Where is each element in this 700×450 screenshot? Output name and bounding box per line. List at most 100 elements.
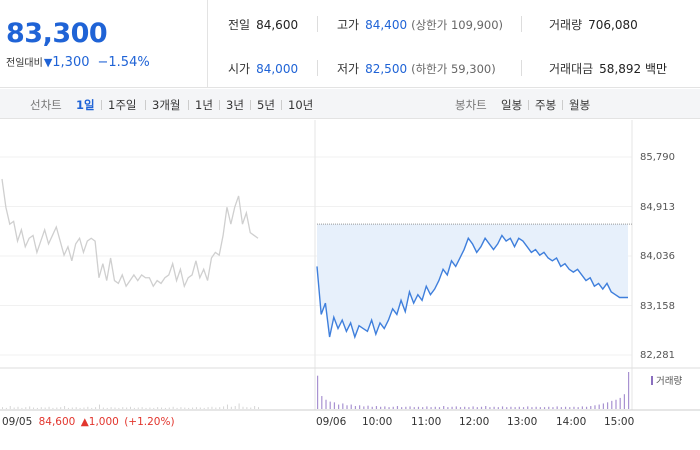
volume-bar	[619, 397, 621, 409]
volume-bar	[157, 407, 159, 409]
volume-bar	[226, 404, 228, 409]
period-1w[interactable]: 1주일	[108, 98, 137, 112]
trade-value-label: 거래대금	[549, 62, 594, 76]
volume-bar	[40, 407, 42, 409]
volume-bar	[44, 407, 46, 409]
prev-day-info: 09/05 84,600 ▲1,000 (+1.20%)	[2, 416, 175, 428]
quote-header: 83,300 전일대비▼1,300 −1.54% 전일 84,600 고가 84,40…	[0, 0, 700, 88]
volume-bar	[623, 394, 625, 409]
volume-bar	[354, 406, 357, 409]
period-3y[interactable]: 3년	[226, 98, 244, 112]
volume-bar	[254, 406, 256, 409]
lower-limit: (하한가 59,300)	[411, 62, 496, 76]
volume-bar	[388, 407, 390, 409]
volume-bar	[195, 407, 197, 409]
volume-bar	[114, 407, 116, 409]
volume-bar	[91, 407, 93, 409]
volume-bar	[564, 406, 567, 409]
x-tick-label: 15:00	[604, 416, 635, 428]
volume-bar	[246, 407, 248, 409]
y-tick-label: 83,158	[640, 301, 675, 312]
x-tick-label: 12:00	[459, 416, 490, 428]
prev-close-value: 84,600	[256, 18, 299, 32]
volume-bar	[137, 407, 139, 409]
volume-bar	[9, 406, 11, 409]
y-tick-label: 82,281	[640, 350, 675, 361]
candle-daily[interactable]: 일봉	[501, 98, 523, 112]
change-row: 전일대비▼1,300 −1.54%	[6, 54, 150, 70]
volume-bar	[590, 406, 592, 409]
volume-bar	[133, 407, 135, 409]
volume-bar	[188, 407, 190, 409]
volume-bar	[560, 407, 562, 409]
prev-close: 전일 84,600	[228, 16, 298, 33]
volume-bar	[87, 406, 89, 409]
divider	[219, 100, 220, 110]
volume-bar	[396, 406, 399, 409]
volume-bar	[321, 396, 323, 409]
volume-bar	[527, 406, 529, 409]
candle-weekly[interactable]: 주봉	[535, 98, 557, 112]
volume-bar	[118, 407, 120, 409]
change-amount: 1,300	[52, 55, 90, 70]
open-value: 84,000	[256, 62, 299, 76]
price-box: 83,300 전일대비▼1,300 −1.54%	[0, 0, 208, 88]
volume-bar	[2, 407, 3, 409]
volume-bar	[422, 407, 424, 409]
volume-bar	[342, 403, 344, 409]
divider	[317, 16, 318, 32]
volume-bar	[122, 407, 124, 409]
volume-bar	[141, 407, 143, 409]
volume-bar	[455, 406, 457, 409]
prev-day-date: 09/05	[2, 416, 33, 428]
volume-bar	[168, 407, 170, 409]
volume-bar	[250, 407, 252, 409]
volume-bar	[577, 407, 579, 409]
period-1y[interactable]: 1년	[195, 98, 213, 112]
volume-bar	[29, 406, 31, 409]
x-tick-label: 09/06	[316, 416, 347, 428]
volume-bar	[430, 407, 432, 409]
divider	[250, 100, 251, 110]
volume-bar	[75, 407, 77, 409]
volume-bar	[535, 406, 537, 409]
volume-bar	[317, 375, 319, 409]
volume-bar	[518, 406, 520, 409]
volume-bar	[594, 405, 596, 409]
volume-bar	[203, 407, 205, 409]
volume-bar	[145, 407, 147, 409]
volume-bar	[510, 406, 512, 409]
x-tick-label: 14:00	[556, 416, 587, 428]
volume-bar	[192, 407, 194, 409]
divider	[562, 100, 563, 110]
high-value: 84,400	[365, 18, 408, 32]
volume-bar	[426, 406, 428, 409]
volume: 거래량 706,080	[549, 16, 638, 33]
candle-chart-label: 봉차트	[455, 98, 487, 112]
prev-close-label: 전일	[228, 18, 251, 32]
volume-bar	[556, 406, 558, 409]
series-line-today	[316, 234, 628, 340]
series-area-today	[317, 224, 628, 337]
low-value: 82,500	[365, 62, 408, 76]
period-1d[interactable]: 1일	[76, 98, 95, 112]
volume-bar	[153, 407, 155, 409]
volume-bar	[98, 404, 100, 409]
volume-bar	[476, 407, 478, 409]
candle-monthly[interactable]: 월봉	[569, 98, 591, 112]
volume-bar	[238, 403, 240, 409]
volume-bar	[234, 406, 236, 409]
volume-bar	[71, 407, 73, 409]
volume-bar	[615, 399, 617, 409]
volume-bar	[380, 406, 382, 409]
divider	[317, 60, 318, 76]
volume-bar	[493, 406, 495, 409]
volume-bar	[52, 407, 54, 409]
period-3m[interactable]: 3개월	[152, 98, 181, 112]
period-10y[interactable]: 10년	[288, 98, 314, 112]
period-5y[interactable]: 5년	[257, 98, 275, 112]
volume-bar	[242, 406, 244, 409]
volume-bar	[384, 406, 386, 409]
volume-bar	[346, 405, 348, 409]
volume-bar	[184, 407, 186, 409]
